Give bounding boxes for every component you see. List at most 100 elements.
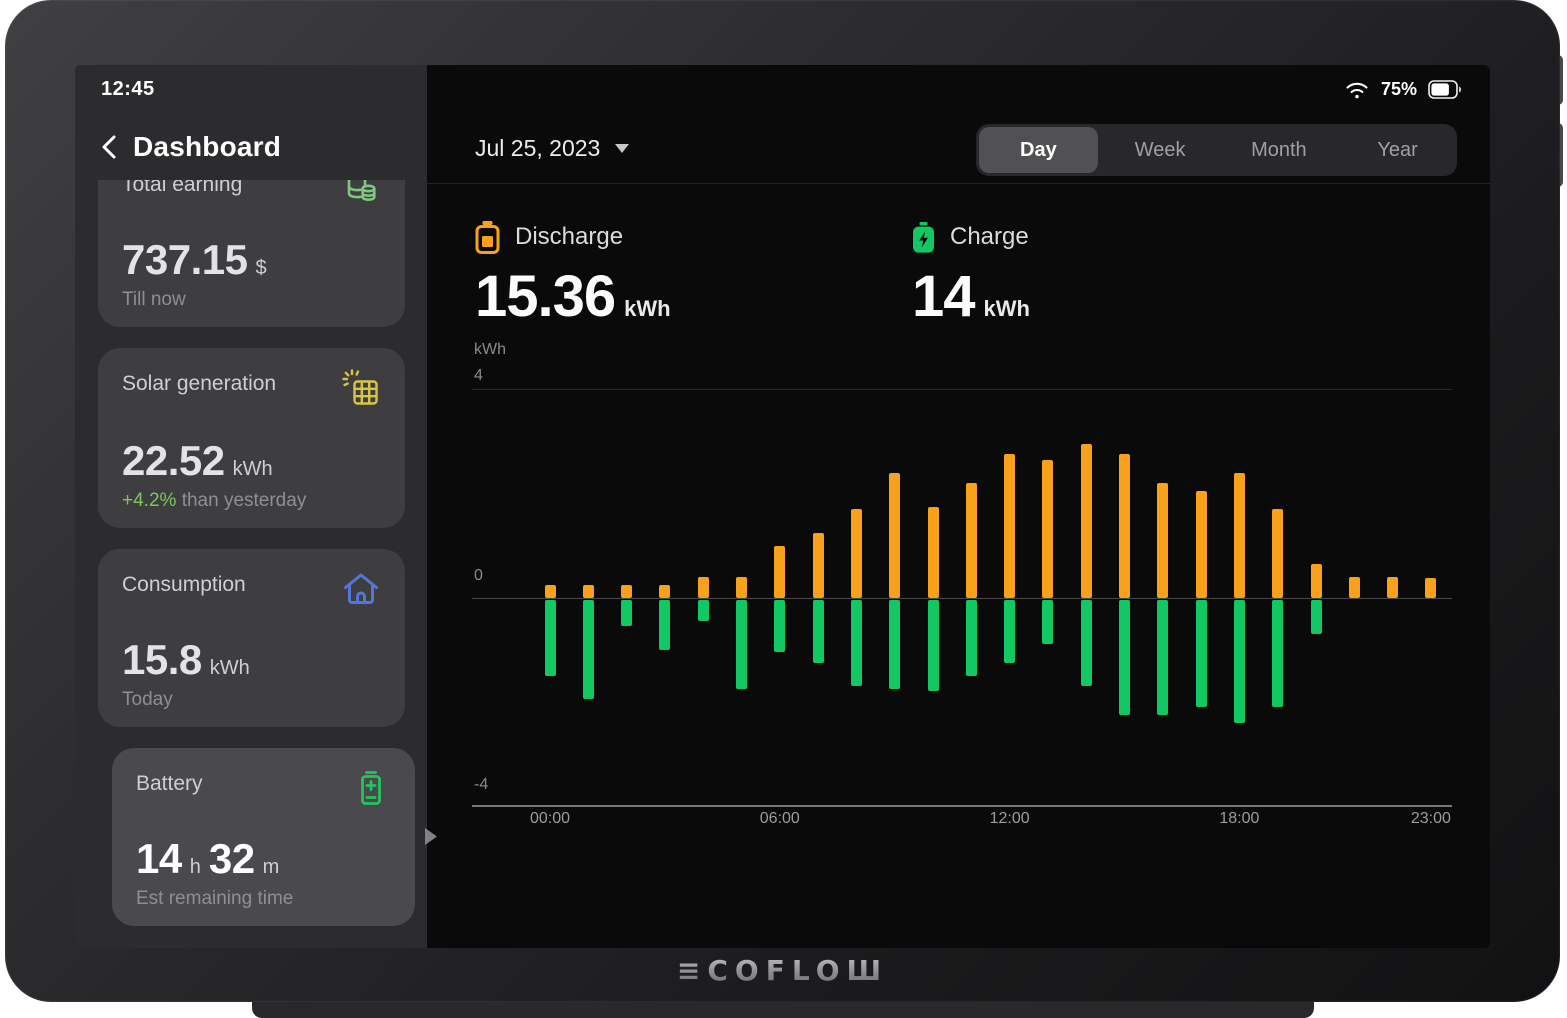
solar-subtitle: than yesterday: [181, 490, 307, 511]
discharge-bar: [850, 509, 862, 598]
consumption-value: 15.8: [122, 636, 202, 683]
charge-bar: [697, 600, 709, 621]
x-tick-label: 00:00: [529, 810, 571, 827]
x-tick-label: 23:00: [1410, 810, 1451, 827]
charge-stat: Charge 14 kWh: [912, 220, 1030, 330]
discharge-battery-icon: [475, 220, 500, 254]
charge-bar: [1042, 600, 1054, 645]
x-tick-label: 12:00: [989, 810, 1030, 827]
charge-bar: [927, 600, 939, 692]
charge-bar: [812, 600, 824, 663]
discharge-bar: [736, 577, 747, 598]
discharge-label: Discharge: [515, 223, 624, 250]
y-tick-neg4: -4: [474, 776, 489, 793]
earning-value: 737.15: [122, 236, 248, 283]
battery-status-icon: [1428, 80, 1462, 99]
battery-hours-unit: h: [189, 856, 201, 878]
discharge-bar: [1157, 483, 1169, 598]
charge-bar: [1004, 600, 1016, 663]
solar-value: 22.52: [122, 437, 225, 484]
x-tick-label: 06:00: [759, 810, 800, 827]
discharge-bar: [621, 584, 633, 598]
card-title: Solar generation: [122, 372, 277, 395]
tab-year[interactable]: Year: [1377, 138, 1418, 161]
home-icon: [341, 569, 381, 609]
sidebar-expand-arrow[interactable]: [425, 828, 437, 845]
charge-bar: [1195, 600, 1207, 708]
status-bar: 75%: [1344, 79, 1462, 100]
discharge-bar: [1348, 577, 1360, 598]
battery-icon: [351, 768, 391, 808]
battery-hours: 14: [136, 835, 182, 882]
charge-bar: [889, 600, 901, 689]
chevron-down-icon: [615, 144, 630, 153]
discharge-bar: [544, 584, 556, 598]
sidebar-cards: Total earning: [98, 149, 415, 926]
charge-bar: [1233, 600, 1245, 723]
discharge-bar: [1042, 459, 1054, 598]
discharge-bar: [889, 472, 901, 598]
tab-week[interactable]: Week: [1134, 138, 1186, 161]
solar-panel-icon: [341, 368, 381, 408]
charge-bar: [544, 600, 556, 676]
gridline-top: [472, 389, 1452, 390]
tab-month[interactable]: Month: [1251, 138, 1307, 161]
battery-percent: 75%: [1380, 79, 1417, 99]
page-title: Dashboard: [133, 131, 282, 162]
charge-bar: [621, 600, 633, 627]
back-button[interactable]: Dashboard: [99, 131, 281, 163]
chart-plot[interactable]: 00:00 06:00 12:00 18:00 23:00: [472, 389, 1452, 827]
charge-bar: [659, 600, 671, 650]
y-axis-unit: kWh: [474, 341, 506, 358]
charge-bar: [1080, 600, 1092, 687]
charge-bar: [1119, 600, 1130, 715]
date-picker[interactable]: Jul 25, 2023: [475, 135, 630, 162]
card-solar-generation[interactable]: Solar generation 22.52: [98, 348, 405, 528]
earning-unit: $: [255, 257, 267, 279]
consumption-unit: kWh: [209, 657, 250, 679]
earning-subtitle: Till now: [122, 289, 186, 310]
ecoflow-logo: ≡COFLOШ: [676, 954, 889, 987]
charge-bar: [736, 600, 747, 689]
charge-bar: [965, 600, 977, 676]
charge-bar: [582, 600, 594, 700]
discharge-bar: [812, 532, 824, 598]
header-divider: [427, 183, 1490, 184]
solar-change: +4.2%: [122, 490, 177, 511]
tablet-device: Total earning: [5, 0, 1560, 1002]
consumption-subtitle: Today: [122, 689, 173, 710]
x-tick-label: 18:00: [1219, 810, 1260, 827]
discharge-bar: [965, 483, 977, 598]
sidebar: Total earning: [75, 65, 427, 948]
discharge-bar: [927, 506, 939, 598]
charge-value: 14: [912, 264, 976, 329]
card-title: Consumption: [122, 573, 246, 596]
card-title: Battery: [136, 772, 203, 795]
discharge-bar: [1387, 577, 1399, 598]
range-tabs: Day Week Month Year: [976, 124, 1457, 176]
card-battery[interactable]: Battery 14 h: [112, 748, 415, 926]
tab-day[interactable]: Day: [979, 127, 1098, 173]
card-consumption[interactable]: Consumption 15.8 kWh: [98, 549, 405, 727]
discharge-value: 15.36: [475, 264, 616, 329]
main-pane: 75% Jul 25, 2023 Day Week Mont: [427, 65, 1490, 948]
discharge-bar: [1272, 509, 1284, 598]
discharge-bar: [1004, 454, 1016, 598]
y-tick-4: 4: [474, 367, 483, 384]
wifi-icon: [1344, 80, 1370, 100]
charge-unit: kWh: [983, 296, 1030, 321]
discharge-bar: [1119, 454, 1130, 598]
discharge-bar: [1080, 443, 1092, 598]
clock: 12:45: [101, 78, 155, 100]
charge-bar: [1157, 600, 1169, 715]
discharge-bar: [1425, 578, 1437, 598]
discharge-bar: [774, 545, 786, 598]
discharge-bar: [1233, 472, 1245, 598]
discharge-bar: [1195, 490, 1207, 598]
charge-label: Charge: [950, 223, 1029, 250]
screen: Total earning: [75, 65, 1490, 948]
charge-bar: [1310, 600, 1322, 634]
gridline-zero: [472, 598, 1452, 599]
battery-subtitle: Est remaining time: [136, 888, 294, 909]
battery-minutes-unit: m: [262, 856, 280, 878]
